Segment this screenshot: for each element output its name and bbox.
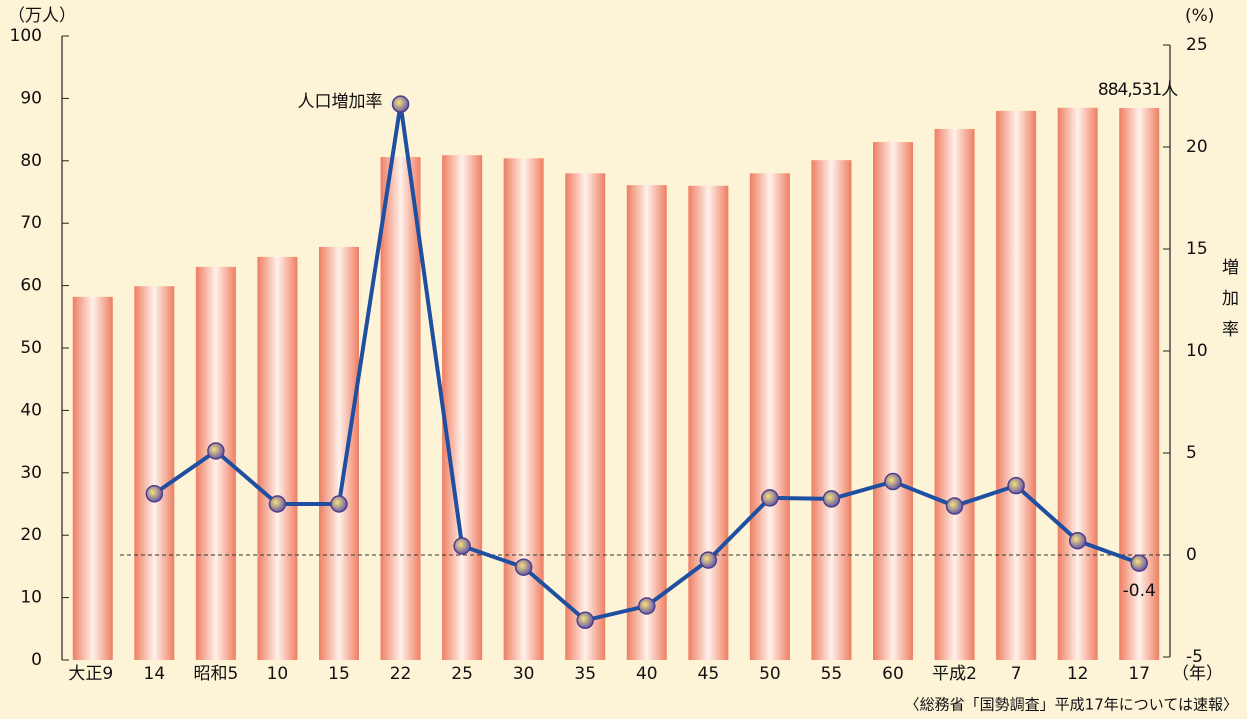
y2-tick-label: 15 <box>1186 239 1208 259</box>
bar <box>749 173 790 660</box>
x-tick-label: 大正9 <box>68 664 113 684</box>
y2-tick-label: 10 <box>1186 341 1208 361</box>
y2-axis-unit: (%) <box>1185 6 1214 26</box>
data-label: 884,531人 <box>1098 80 1178 100</box>
line-point <box>330 495 348 513</box>
y-tick-label: 50 <box>20 338 42 358</box>
bar <box>319 246 359 661</box>
y-tick-label: 10 <box>20 588 42 608</box>
x-tick-label: 17 <box>1128 664 1150 684</box>
y2-tick-label: -5 <box>1186 647 1203 667</box>
line-point <box>145 485 164 503</box>
y-tick-label: 70 <box>20 213 42 233</box>
bar <box>934 128 975 660</box>
bar <box>1119 108 1160 660</box>
y-tick-label: 40 <box>20 400 42 420</box>
bar <box>72 296 113 660</box>
x-tick-label: 昭和5 <box>193 664 238 684</box>
line-point <box>268 495 287 513</box>
y-tick-label: 60 <box>20 276 42 296</box>
y2-tick-label: 5 <box>1186 443 1197 463</box>
line-point <box>1130 554 1148 572</box>
y-tick-label: 90 <box>20 88 42 108</box>
line-point <box>884 472 902 491</box>
series-label: 人口増加率 <box>298 92 383 112</box>
bar <box>996 110 1037 660</box>
bar <box>811 160 852 660</box>
bar <box>503 158 544 660</box>
x-tick-label: 15 <box>328 664 350 684</box>
x-axis-label: （年） <box>1172 664 1223 684</box>
y-tick-label: 20 <box>20 525 42 545</box>
line-point <box>945 497 964 515</box>
y2-tick-label: 20 <box>1186 137 1208 157</box>
y2-axis-label: 増加率 <box>1218 258 1239 351</box>
x-tick-label: 55 <box>821 664 843 684</box>
line-point <box>514 558 533 576</box>
x-tick-label: 平成2 <box>932 664 977 684</box>
x-tick-label: 12 <box>1067 664 1089 684</box>
y-tick-label: 100 <box>10 26 42 46</box>
line-point <box>761 489 779 507</box>
bar <box>1057 107 1098 660</box>
bar <box>626 185 667 661</box>
line-point <box>1068 531 1087 550</box>
bar <box>873 142 913 660</box>
x-tick-label: 60 <box>882 664 904 684</box>
line-point <box>576 611 594 630</box>
y-tick-label: 0 <box>31 650 42 670</box>
x-tick-label: 22 <box>390 664 412 684</box>
x-tick-label: 40 <box>636 664 658 684</box>
line-point <box>822 490 841 508</box>
y-axis-label: （万人） <box>8 6 76 26</box>
source-note: 〈総務省「国勢調査」平成17年については速報〉 <box>905 696 1238 714</box>
y2-tick-label: 25 <box>1186 35 1208 55</box>
bar <box>688 185 729 660</box>
bar <box>565 173 606 660</box>
x-tick-label: 10 <box>267 664 289 684</box>
line-point <box>699 551 718 569</box>
bar <box>442 155 483 660</box>
x-tick-label: 35 <box>574 664 596 684</box>
y-tick-label: 80 <box>20 151 42 171</box>
line-point <box>1007 476 1025 495</box>
line-point <box>453 537 471 555</box>
y-tick-label: 30 <box>20 463 42 483</box>
bar <box>380 157 421 660</box>
x-tick-label: 25 <box>451 664 473 684</box>
line-point <box>207 442 225 460</box>
line-point <box>638 597 656 615</box>
x-tick-label: 30 <box>513 664 535 684</box>
x-tick-label: 14 <box>144 664 166 684</box>
bar <box>257 256 298 660</box>
x-tick-label: 45 <box>698 664 720 684</box>
y2-tick-label: 0 <box>1186 545 1197 565</box>
bar <box>134 286 175 660</box>
x-tick-label: 7 <box>1011 664 1022 684</box>
x-tick-label: 50 <box>759 664 781 684</box>
line-point <box>391 95 410 113</box>
data-label: -0.4 <box>1123 581 1156 601</box>
